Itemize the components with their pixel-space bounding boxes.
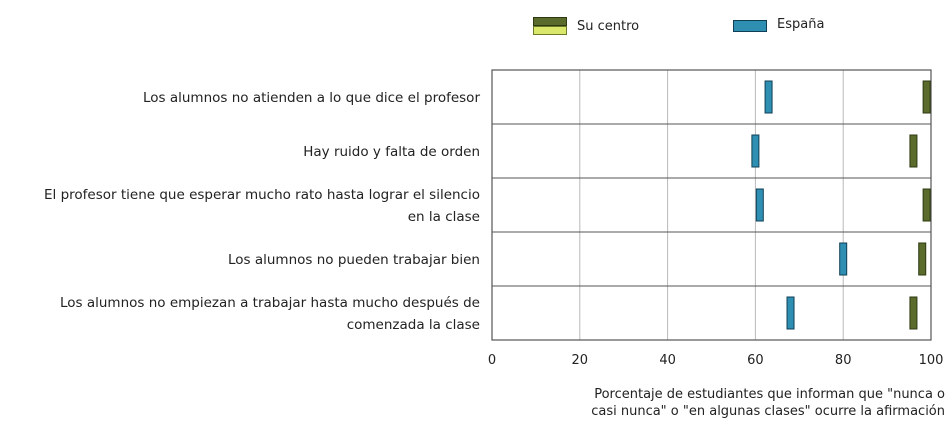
legend-item-espana: España <box>733 17 824 32</box>
legend-swatch-espana <box>733 18 767 32</box>
x-axis-label-line-1: Porcentaje de estudiantes que informan q… <box>594 387 945 402</box>
legend-label-espana: España <box>777 17 825 32</box>
marker-espana <box>764 80 773 114</box>
category-label: Los alumnos no pueden trabajar bien <box>228 252 480 268</box>
category-label: El profesor tiene que esperar mucho rato… <box>44 187 480 203</box>
x-tick-label: 60 <box>747 353 764 368</box>
plot-frame <box>491 69 932 341</box>
legend-label-su-centro: Su centro <box>577 18 640 34</box>
legend-item-su-centro: Su centro <box>533 17 639 35</box>
x-tick-label: 100 <box>919 353 944 368</box>
category-label: comenzada la clase <box>347 317 480 333</box>
legend-swatch-su-centro <box>533 17 567 35</box>
marker-su-centro <box>922 188 931 222</box>
marker-espana <box>786 296 795 330</box>
category-label: en la clase <box>408 209 480 225</box>
marker-su-centro <box>918 242 927 276</box>
x-tick-label: 40 <box>659 353 676 368</box>
x-axis-label: Porcentaje de estudiantes que informan q… <box>540 386 945 420</box>
marker-su-centro <box>922 80 931 114</box>
x-tick-label: 20 <box>572 353 589 368</box>
marker-su-centro <box>909 134 918 168</box>
marker-espana <box>839 242 848 276</box>
x-tick-label: 0 <box>488 353 496 368</box>
category-label: Los alumnos no empiezan a trabajar hasta… <box>60 295 480 311</box>
plot-area: 0 20 40 60 80 100 Los alumnos no atienden a lo… <box>44 69 944 368</box>
marker-espana <box>755 188 764 222</box>
marker-espana <box>751 134 760 168</box>
marker-su-centro <box>909 296 918 330</box>
category-label: Hay ruido y falta de orden <box>303 144 480 160</box>
x-axis-label-line-2: casi nunca" o "en algunas clases" ocurre… <box>591 404 945 419</box>
x-tick-label: 80 <box>835 353 852 368</box>
legend: Su centro España <box>533 17 853 43</box>
category-label: Los alumnos no atienden a lo que dice el… <box>143 90 480 106</box>
